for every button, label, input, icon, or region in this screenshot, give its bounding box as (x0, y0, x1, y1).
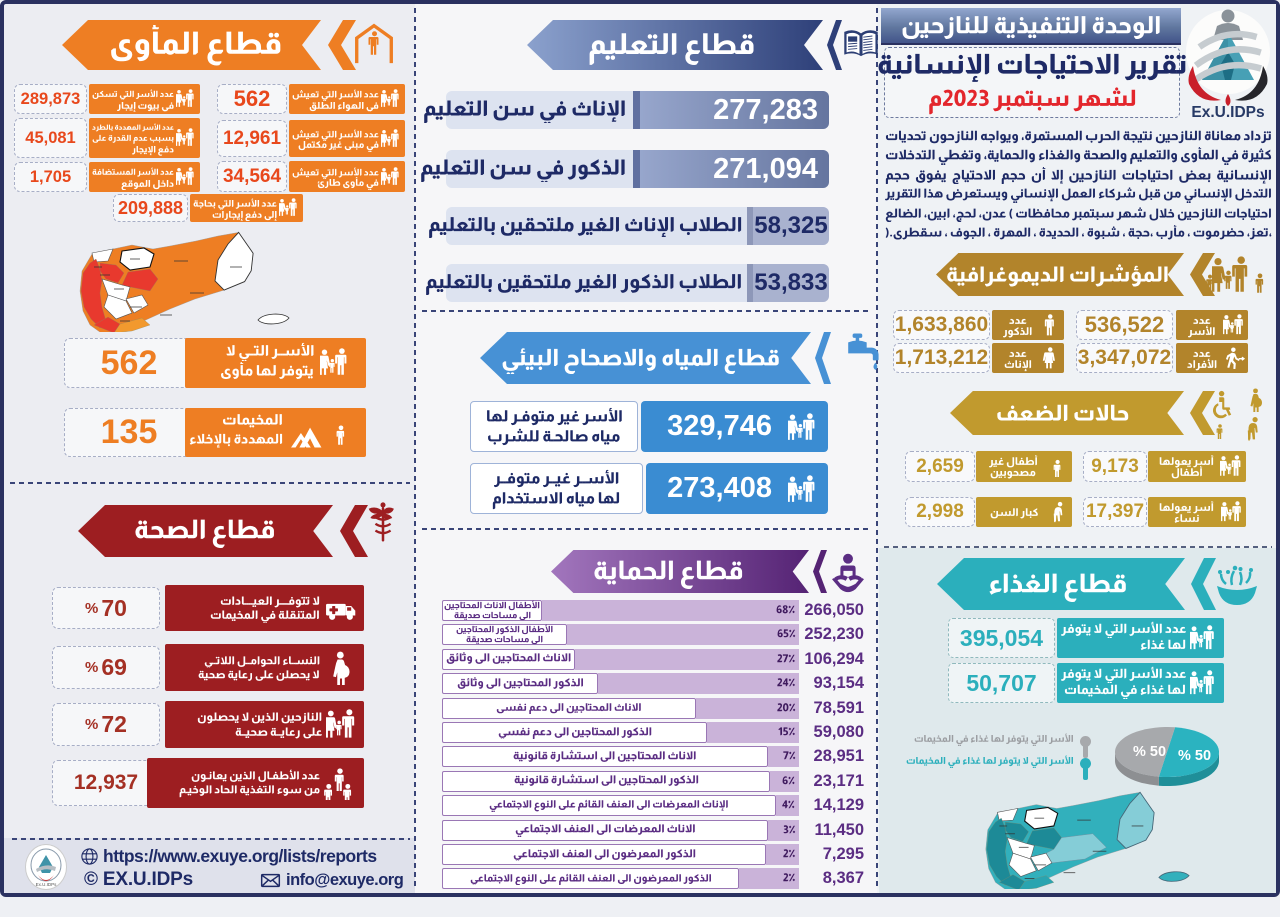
svg-text:Ex.U.IDPs: Ex.U.IDPs (1191, 104, 1264, 118)
svg-text:% 50: % 50 (1178, 748, 1211, 764)
svg-text:% 50: % 50 (1133, 744, 1166, 760)
svg-text:Ex.U.IDPs: Ex.U.IDPs (36, 882, 58, 887)
